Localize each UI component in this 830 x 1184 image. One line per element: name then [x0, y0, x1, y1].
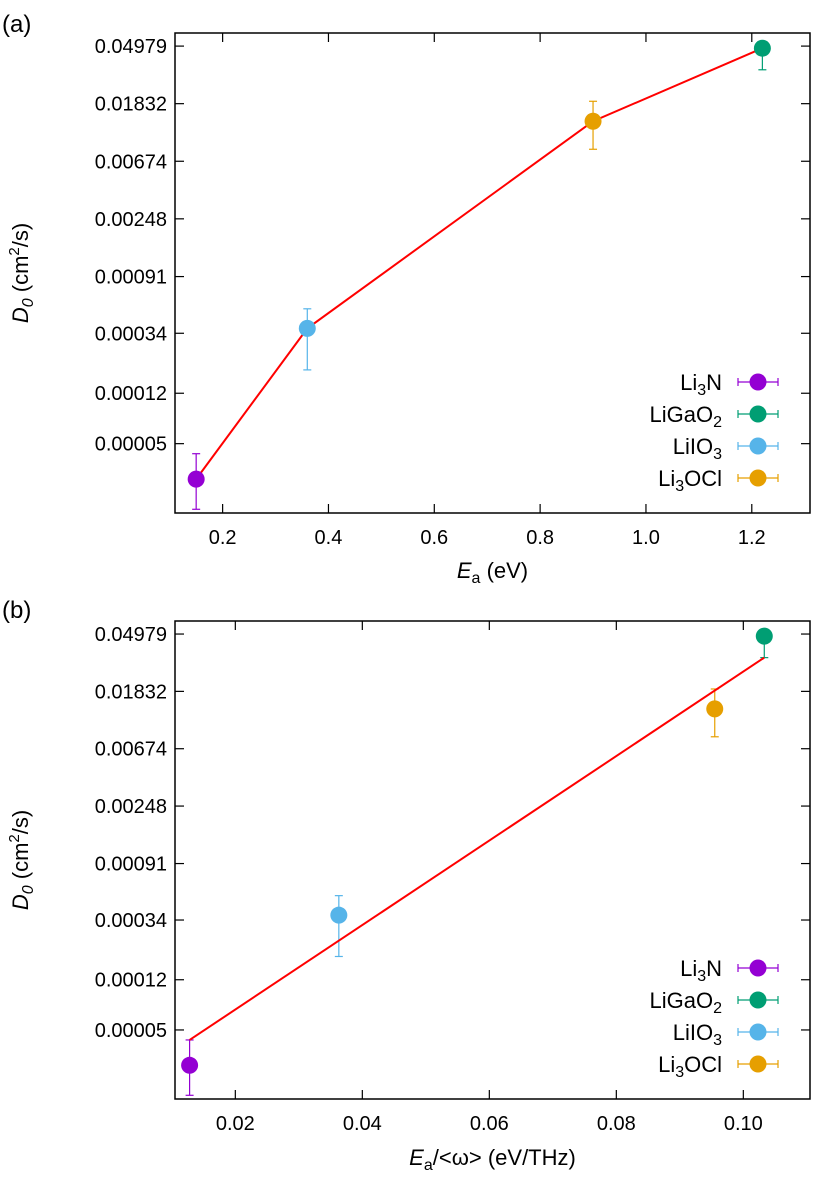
- y-tick-label: 0.00674: [95, 739, 167, 761]
- y-tick-label: 0.00012: [95, 970, 167, 992]
- legend-label: Li3N: [680, 956, 722, 985]
- data-point-liio3: [298, 319, 316, 337]
- data-point-li3n: [187, 470, 205, 488]
- x-axis-label: Ea (eV): [457, 558, 528, 587]
- y-axis-label: D0 (cm2/s): [6, 223, 37, 323]
- legend-item-ligao2: LiGaO2: [650, 988, 779, 1017]
- legend-item-liio3: LiIO3: [673, 1020, 779, 1049]
- panel-label: (a): [2, 11, 31, 38]
- data-point-ligao2: [755, 627, 773, 645]
- data-point-liio3: [330, 906, 348, 924]
- chart-panel-a: (a) 0.00005 0.00012 0.00034 0.00091 0.00248 0.…: [2, 11, 811, 587]
- y-axis-label: D0 (cm2/s): [6, 810, 37, 910]
- y-tick-label: 0.00034: [95, 323, 167, 345]
- y-tick-label: 0.00248: [95, 209, 167, 231]
- legend-item-li3ocl: Li3OCl: [658, 466, 779, 495]
- x-tick-label: 0.4: [315, 527, 343, 549]
- y-tick-label: 0.01832: [95, 94, 167, 116]
- data-point-li3ocl: [706, 700, 724, 718]
- legend-marker: [749, 373, 767, 391]
- panel-label: (b): [2, 597, 31, 624]
- legend-label: Li3N: [680, 370, 722, 399]
- x-tick-label: 0.02: [216, 1113, 255, 1135]
- legend-marker: [749, 1023, 767, 1041]
- plot-frame: [174, 32, 811, 514]
- fit-line: [195, 47, 763, 480]
- data-point-li3n: [181, 1056, 199, 1074]
- y-tick-label: 0.01832: [95, 681, 167, 703]
- chart-panel-b: (b) 0.00005 0.00012 0.00034 0.00091 0.00248 0.…: [2, 597, 811, 1174]
- x-tick-label: 1.2: [738, 527, 766, 549]
- y-tick-label: 0.04979: [95, 36, 167, 58]
- x-tick-label: 1.0: [632, 527, 660, 549]
- legend-label: LiIO3: [673, 434, 722, 463]
- x-tick-label: 0.08: [597, 1113, 636, 1135]
- legend-marker: [749, 991, 767, 1009]
- legend-item-ligao2: LiGaO2: [650, 402, 779, 431]
- legend-marker: [749, 469, 767, 487]
- x-tick-label: 0.8: [526, 527, 554, 549]
- y-tick-label: 0.00005: [95, 434, 167, 456]
- x-axis-label: Ea/<ω> (eV/THz): [409, 1145, 576, 1174]
- x-tick-label: 0.2: [209, 527, 237, 549]
- fit-line: [189, 656, 765, 1041]
- plot-frame: [174, 620, 811, 1100]
- legend-marker: [749, 959, 767, 977]
- y-tick-label: 0.00012: [95, 383, 167, 405]
- legend-item-li3n: Li3N: [680, 956, 779, 985]
- x-tick-label: 0.04: [343, 1113, 382, 1135]
- legend-label: LiIO3: [673, 1020, 722, 1049]
- x-tick-label: 0.6: [420, 527, 448, 549]
- legend-label: Li3OCl: [658, 1052, 722, 1081]
- error-bar: [334, 895, 343, 958]
- legend-label: LiGaO2: [650, 988, 723, 1017]
- y-tick-label: 0.00034: [95, 910, 167, 932]
- y-tick-label: 0.00091: [95, 267, 167, 289]
- data-point-li3ocl: [584, 112, 602, 130]
- x-tick-label: 0.10: [724, 1113, 763, 1135]
- legend-item-li3n: Li3N: [680, 370, 779, 399]
- y-tick-label: 0.00248: [95, 796, 167, 818]
- legend-item-li3ocl: Li3OCl: [658, 1052, 779, 1081]
- error-bar: [303, 308, 312, 371]
- legend-marker: [749, 437, 767, 455]
- legend-label: Li3OCl: [658, 466, 722, 495]
- legend-label: LiGaO2: [650, 402, 723, 431]
- x-tick-label: 0.06: [470, 1113, 509, 1135]
- y-tick-label: 0.04979: [95, 624, 167, 646]
- y-tick-label: 0.00091: [95, 854, 167, 876]
- legend-item-liio3: LiIO3: [673, 434, 779, 463]
- data-point-ligao2: [753, 39, 771, 57]
- y-tick-label: 0.00674: [95, 151, 167, 173]
- legend-marker: [749, 405, 767, 423]
- y-tick-label: 0.00005: [95, 1020, 167, 1042]
- legend-marker: [749, 1055, 767, 1073]
